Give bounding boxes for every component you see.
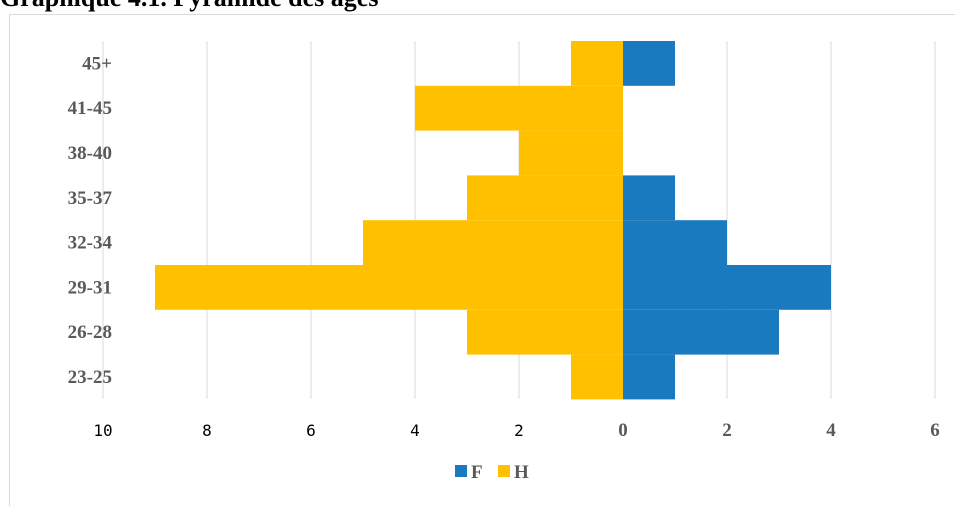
category-label: 26-28 — [68, 322, 112, 343]
chart-title: Graphique 4.1. Pyramide des âges — [0, 0, 378, 13]
bar-f — [623, 220, 727, 265]
category-label: 45+ — [82, 53, 112, 74]
category-label: 38-40 — [68, 143, 112, 164]
x-tick-label: 2 — [514, 421, 524, 440]
bar-h — [363, 220, 623, 265]
x-tick-label: 4 — [410, 421, 420, 440]
category-label: 41-45 — [68, 98, 112, 119]
x-tick-label: 4 — [826, 420, 836, 441]
bar-f — [623, 265, 831, 310]
bar-f — [623, 175, 675, 221]
x-tick-label: 6 — [306, 421, 316, 440]
bars — [155, 41, 831, 400]
bar-h — [571, 354, 623, 400]
bar-h — [415, 85, 623, 131]
x-axis-ticks: 10 8 6 4 2 0 2 4 6 — [93, 420, 939, 441]
category-label: 23-25 — [68, 367, 112, 388]
x-tick-label: 10 — [93, 421, 112, 440]
x-tick-label: 0 — [618, 420, 628, 441]
category-label: 35-37 — [68, 188, 113, 209]
bar-f — [623, 354, 675, 400]
category-labels: 45+ 41-45 38-40 35-37 32-34 29-31 26-28 23-25 — [68, 53, 113, 388]
legend-swatch-f — [455, 465, 467, 477]
x-tick-label: 6 — [930, 420, 940, 441]
legend-swatch-h — [498, 465, 510, 477]
chart-frame — [9, 14, 955, 506]
x-tick-label: 2 — [722, 420, 732, 441]
bar-h — [467, 175, 623, 221]
legend-label-h: H — [514, 462, 529, 483]
bar-h — [571, 41, 623, 86]
bar-h — [519, 130, 623, 176]
legend-label-f: F — [471, 462, 483, 483]
category-label: 32-34 — [68, 233, 113, 254]
bar-h — [155, 265, 623, 310]
category-label: 29-31 — [68, 277, 112, 298]
bar-f — [623, 41, 675, 86]
x-tick-label: 8 — [202, 421, 212, 440]
bar-h — [467, 309, 623, 355]
bar-f — [623, 309, 779, 355]
